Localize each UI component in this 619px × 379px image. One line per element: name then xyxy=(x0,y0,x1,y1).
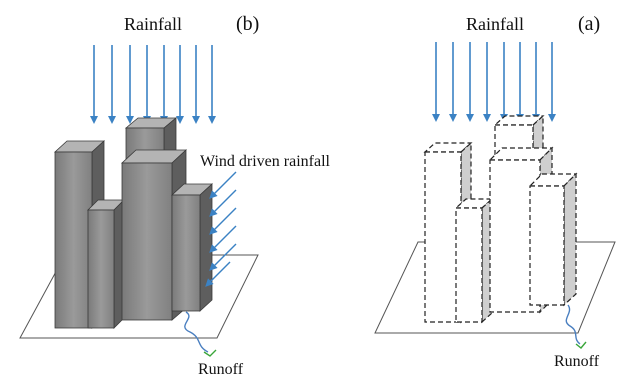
rainfall-label-b: Rainfall xyxy=(124,14,182,34)
dashed-building xyxy=(454,197,494,324)
dashed-building xyxy=(528,172,578,307)
runoff-flow-b xyxy=(184,311,209,353)
building xyxy=(170,183,214,312)
rain-arrows-a xyxy=(432,42,556,122)
wind-rainfall-label: Wind driven rainfall xyxy=(200,153,331,170)
rainfall-label-a: Rainfall xyxy=(466,14,524,34)
runoff-outlet-a xyxy=(575,341,587,349)
panel-a: Rainfall (a) xyxy=(374,13,616,370)
wind-arrow xyxy=(205,261,231,287)
wind-arrow xyxy=(209,171,237,199)
rain-arrows-b xyxy=(90,45,216,124)
runoff-outlet-b xyxy=(203,349,217,357)
wind-arrows xyxy=(205,171,237,287)
wind-arrow xyxy=(209,207,237,235)
runoff-label-a: Runoff xyxy=(554,353,600,370)
panel-letter-b: (b) xyxy=(236,13,259,35)
panel-b: Rainfall (b) xyxy=(19,13,331,378)
wind-arrow xyxy=(209,189,237,217)
runoff-label-b: Runoff xyxy=(198,361,244,378)
wind-arrow xyxy=(209,243,237,271)
wind-arrow xyxy=(209,225,237,253)
building xyxy=(87,199,125,329)
runoff-flow-a xyxy=(565,304,581,345)
panel-letter-a: (a) xyxy=(578,13,600,35)
